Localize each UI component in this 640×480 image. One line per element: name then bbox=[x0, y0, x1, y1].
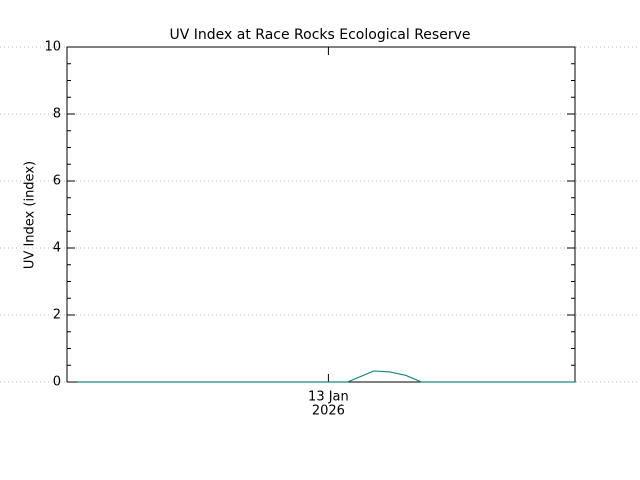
x-tick-label: 13 Jan bbox=[308, 390, 349, 405]
y-axis-label: UV Index (index) bbox=[23, 161, 38, 269]
y-tick-label: 8 bbox=[53, 107, 61, 122]
y-tick-label: 4 bbox=[53, 241, 61, 256]
data-line bbox=[77, 370, 575, 383]
y-tick-label: 10 bbox=[44, 40, 61, 55]
x-tick-label: 2026 bbox=[312, 404, 345, 419]
y-tick-label: 0 bbox=[53, 375, 61, 390]
y-tick-label: 2 bbox=[53, 308, 61, 323]
y-tick-label: 6 bbox=[53, 174, 61, 189]
chart-title: UV Index at Race Rocks Ecological Reserv… bbox=[170, 27, 471, 43]
